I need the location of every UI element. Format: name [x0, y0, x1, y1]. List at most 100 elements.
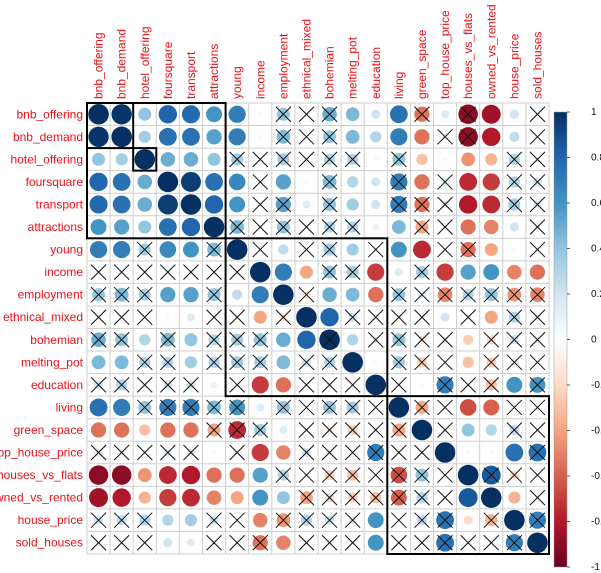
column-label: house_price — [507, 33, 521, 99]
corr-cell-income-top_house_price — [436, 263, 454, 281]
nonsignificant-cross — [460, 128, 477, 145]
colorbar-gradient — [553, 111, 568, 568]
column-label: bnb_demand — [115, 29, 129, 99]
nonsignificant-cross — [506, 422, 523, 438]
nonsignificant-cross — [206, 512, 222, 529]
corr-cell-education-employment — [275, 377, 291, 393]
row-label-layer: bnb_offering bnb_demand hotel_offeringfour… — [0, 107, 84, 549]
row-label: education — [31, 378, 83, 392]
corr-cell-owned_vs_rented-owned_vs_rented — [480, 487, 502, 508]
corr-cell-house_price-foursquare — [162, 514, 174, 526]
nonsignificant-cross — [252, 241, 269, 258]
nonsignificant-cross — [506, 309, 523, 326]
corr-cell-foursquare-education — [371, 177, 381, 187]
row-label: bnb_demand — [13, 130, 83, 144]
corr-cell-income-ethnical_mixed — [299, 265, 313, 279]
nonsignificant-cross — [529, 151, 546, 168]
nonsignificant-cross — [344, 467, 361, 483]
nonsignificant-cross — [529, 331, 546, 348]
nonsignificant-cross — [367, 444, 384, 461]
corr-cell-owned_vs_rented-attractions — [206, 490, 222, 505]
corr-cell-sold_houses-employment — [276, 535, 291, 550]
nonsignificant-cross — [206, 309, 222, 326]
corr-cell-top_house_price-owned_vs_rented — [488, 450, 494, 455]
colorbar-tick-label: 0 — [591, 335, 597, 346]
nonsignificant-cross — [298, 106, 315, 123]
nonsignificant-cross — [183, 444, 199, 461]
corr-cell-hotel_offering-foursquare — [160, 152, 176, 167]
corr-cell-living-houses_vs_flats — [459, 399, 477, 416]
column-label: houses_vs_flats — [461, 13, 475, 99]
nonsignificant-cross — [275, 399, 292, 416]
nonsignificant-cross — [252, 151, 269, 168]
column-label: ethnical_mixed — [299, 19, 313, 99]
cluster-box — [86, 102, 227, 240]
corr-cell-education-attractions — [210, 381, 218, 389]
nonsignificant-cross — [367, 241, 384, 258]
corr-cell-owned_vs_rented-young — [230, 491, 244, 505]
corr-cell-ethnical_mixed-transport — [186, 313, 195, 322]
nonsignificant-cross — [437, 241, 453, 258]
corr-cell-employment-employment — [273, 284, 294, 305]
nonsignificant-cross — [483, 286, 500, 303]
corr-cell-employment-young — [232, 289, 243, 300]
corr-cell-attractions-houses_vs_flats — [460, 219, 476, 235]
corr-cell-top_house_price-employment — [276, 445, 291, 460]
nonsignificant-cross — [529, 174, 546, 190]
corr-cell-ethnical_mixed-bohemian — [320, 308, 339, 327]
nonsignificant-cross — [367, 489, 384, 506]
nonsignificant-cross — [136, 354, 153, 371]
nonsignificant-cross — [298, 489, 315, 506]
corr-cell-top_house_price-houses_vs_flats — [465, 450, 471, 455]
corr-cell-green_space-employment — [279, 425, 288, 434]
row-label: owned_vs_rented — [0, 491, 83, 505]
nonsignificant-cross — [252, 534, 269, 551]
corr-cell-hotel_offering-hotel_offering — [134, 149, 156, 170]
nonsignificant-cross — [344, 264, 361, 280]
nonsignificant-cross — [298, 241, 315, 258]
nonsignificant-cross — [159, 399, 176, 416]
corr-cell-green_space-foursquare — [160, 422, 176, 438]
corr-cell-owned_vs_rented-house_price — [508, 491, 521, 504]
nonsignificant-cross — [437, 422, 453, 438]
corr-cell-income-owned_vs_rented — [483, 264, 500, 281]
corr-cell-houses_vs_flats-hotel_offering — [137, 468, 152, 482]
nonsignificant-cross — [483, 467, 500, 483]
colorbar-tick-label: 0.8 — [591, 153, 601, 164]
column-label: bnb_offering — [92, 32, 106, 99]
nonsignificant-cross — [136, 399, 153, 416]
corr-cell-attractions-bnb_offering — [90, 219, 107, 235]
nonsignificant-cross — [159, 331, 176, 348]
corr-cell-bohemian-hotel_offering — [139, 334, 151, 346]
corr-cell-foursquare-owned_vs_rented — [482, 173, 500, 191]
colorbar-tick-label: 1 — [591, 107, 597, 118]
nonsignificant-cross — [483, 377, 500, 393]
nonsignificant-cross — [159, 354, 176, 371]
row-label: hotel_offering — [10, 152, 83, 166]
corr-cell-employment-education — [368, 287, 384, 303]
corr-cell-houses_vs_flats-attractions — [206, 467, 222, 483]
nonsignificant-cross — [390, 331, 407, 348]
nonsignificant-cross — [321, 489, 338, 506]
corr-cell-hotel_offering-bnb_demand — [115, 153, 128, 166]
corr-cell-young-bnb_demand — [113, 240, 131, 259]
nonsignificant-cross — [344, 219, 361, 235]
nonsignificant-cross — [460, 534, 477, 551]
nonsignificant-cross — [113, 444, 130, 461]
corr-cell-bnb_demand-bnb_demand — [111, 126, 132, 148]
nonsignificant-cross — [529, 241, 546, 258]
nonsignificant-cross — [506, 174, 523, 190]
colorbar-tick-label: -0.6 — [591, 471, 601, 482]
nonsignificant-cross — [390, 174, 407, 190]
nonsignificant-cross — [414, 467, 430, 483]
corr-cell-bnb_demand-living — [390, 128, 408, 146]
corr-cell-employment-bohemian — [322, 287, 337, 302]
corr-cell-houses_vs_flats-income — [252, 467, 268, 483]
column-label: living — [392, 72, 406, 99]
nonsignificant-cross — [229, 354, 246, 371]
nonsignificant-cross — [275, 151, 292, 168]
column-label: attractions — [207, 44, 221, 99]
row-label: transport — [36, 197, 84, 211]
nonsignificant-cross — [90, 331, 107, 348]
corr-cell-transport-ethnical_mixed — [302, 200, 311, 209]
